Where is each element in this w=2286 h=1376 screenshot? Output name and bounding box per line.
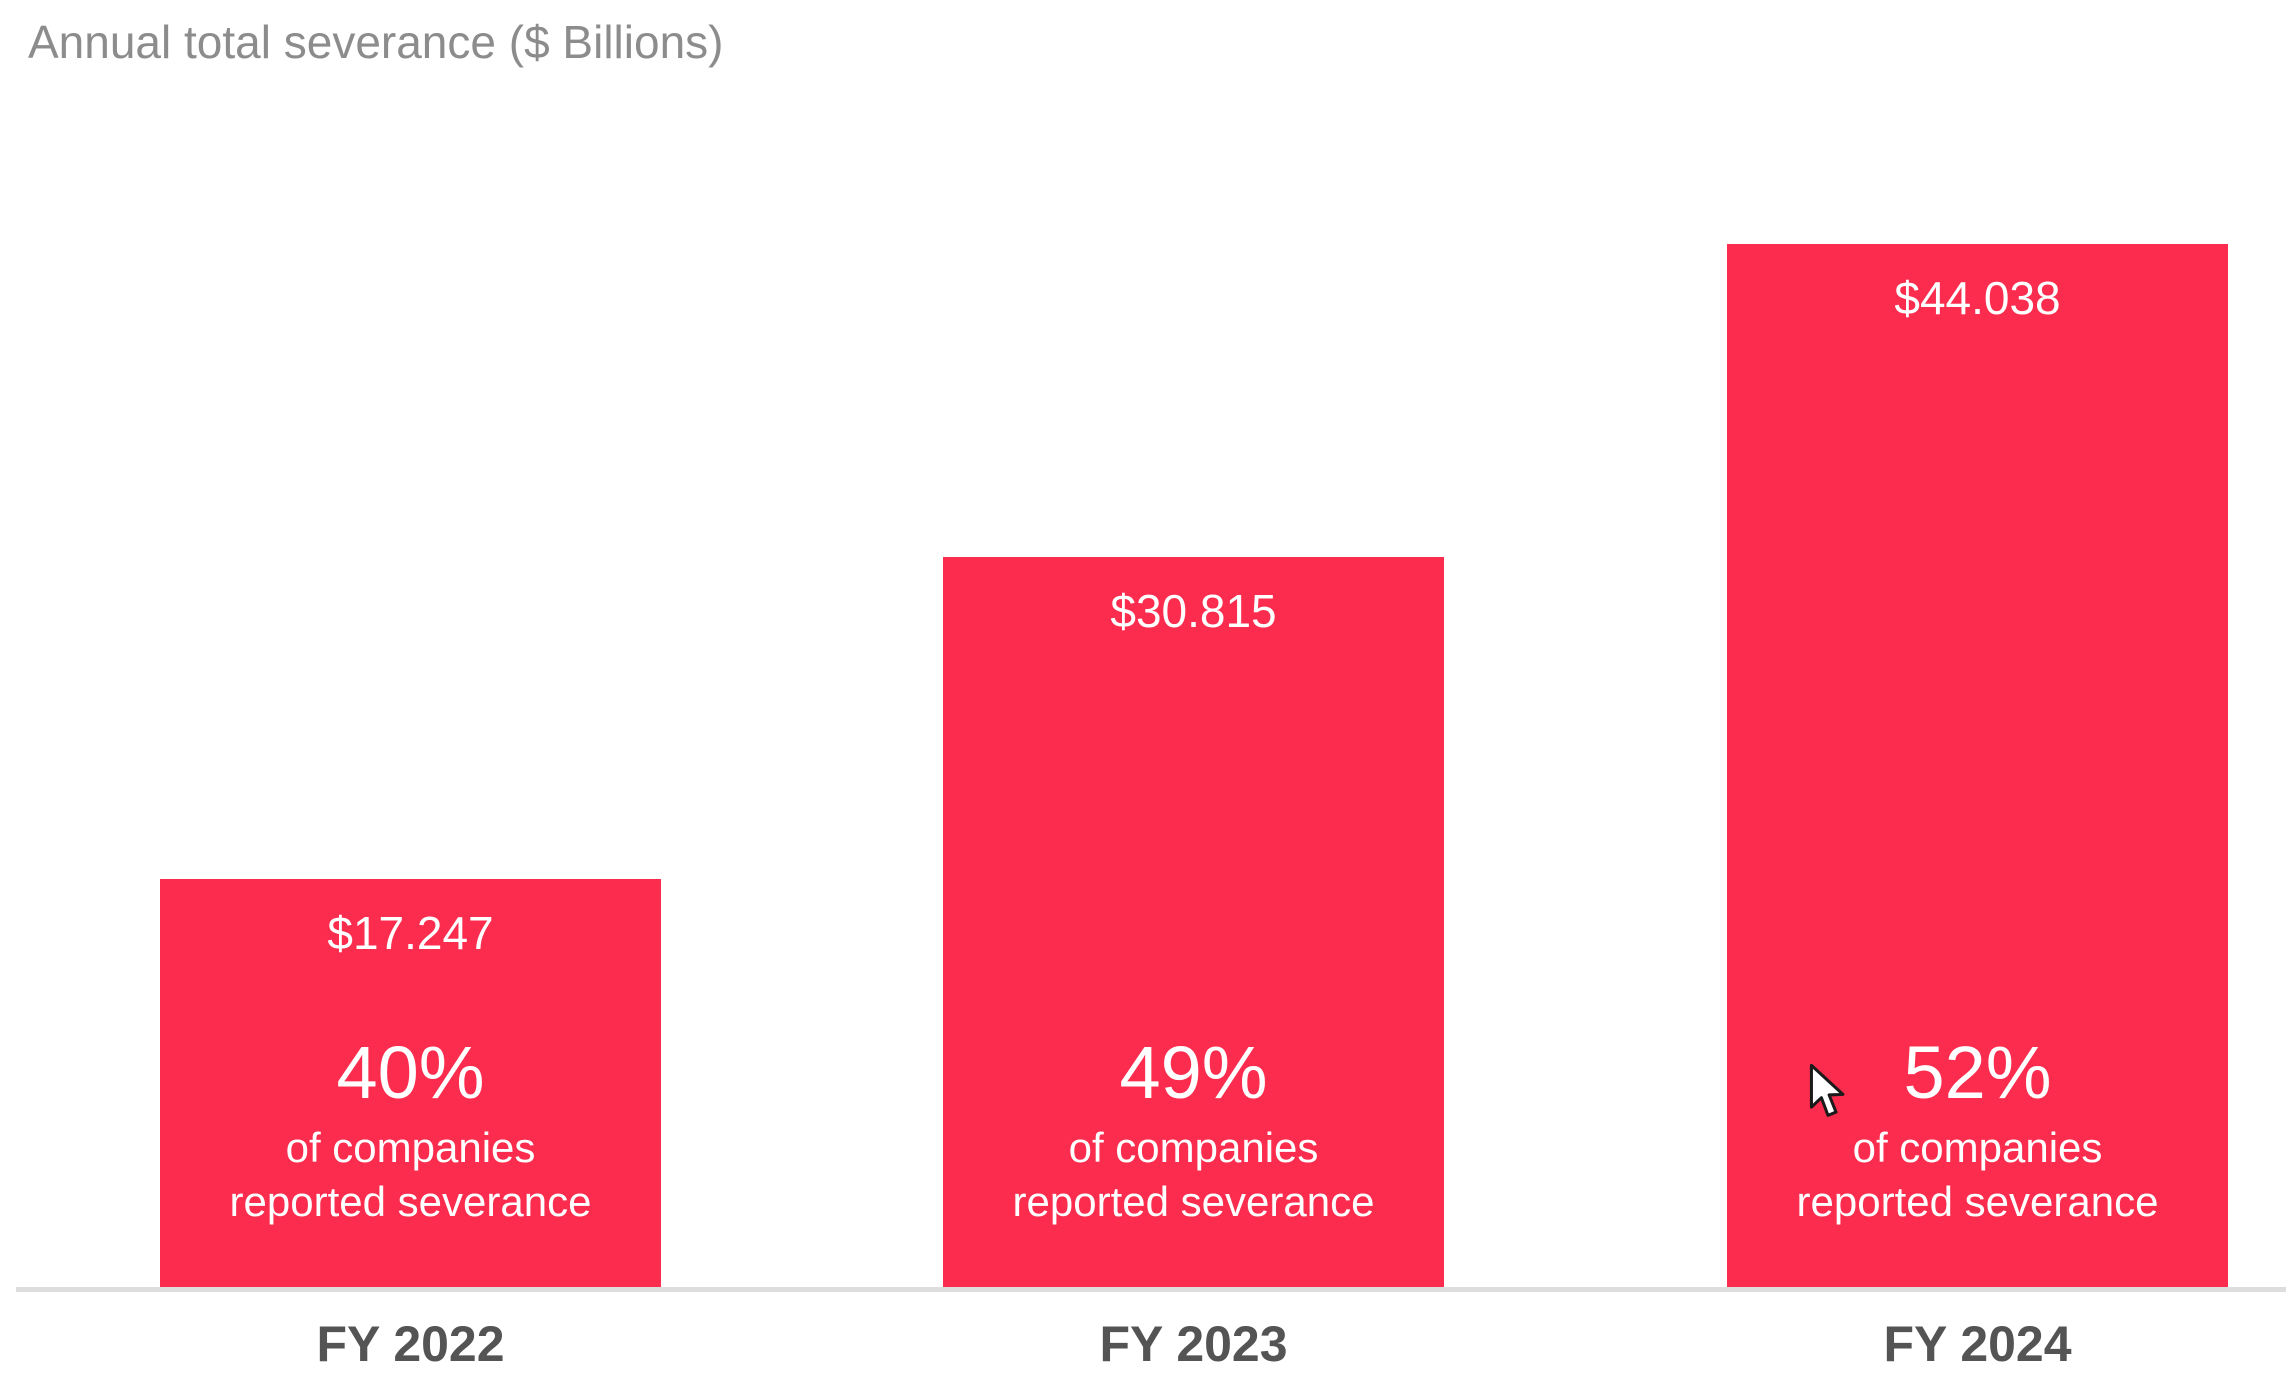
bar-fy-2024[interactable]: $44.038 52% of companies reported severance [1727,244,2228,1287]
percent-value: 52% [1903,1031,2052,1114]
bar-annotation: 52% of companies reported severance [1727,1025,2228,1229]
bar-annotation: 49% of companies reported severance [943,1025,1444,1229]
annotation-line-2: reported severance [1796,1178,2159,1225]
annotation-line-1: of companies [1068,1124,1319,1171]
x-axis-label-fy-2022: FY 2022 [316,1316,505,1372]
bar-value-label: $44.038 [1894,272,2061,324]
x-axis-label-fy-2024: FY 2024 [1883,1316,2072,1372]
bar-annotation: 40% of companies reported severance [160,1025,661,1229]
chart-title: Annual total severance ($ Billions) [28,16,724,68]
annotation-line-2: reported severance [229,1178,592,1225]
percent-value: 49% [1119,1031,1268,1114]
bar-value-label: $17.247 [327,907,494,959]
annotation-line-1: of companies [1852,1124,2103,1171]
x-axis-label-fy-2023: FY 2023 [1099,1316,1288,1372]
x-axis-line [16,1287,2286,1292]
annotation-line-1: of companies [285,1124,536,1171]
bar-fy-2023[interactable]: $30.815 49% of companies reported severance [943,557,1444,1287]
bar-value-label: $30.815 [1110,585,1277,637]
bar-fy-2022[interactable]: $17.247 40% of companies reported severance [160,879,661,1287]
annotation-line-2: reported severance [1012,1178,1375,1225]
percent-value: 40% [336,1031,485,1114]
